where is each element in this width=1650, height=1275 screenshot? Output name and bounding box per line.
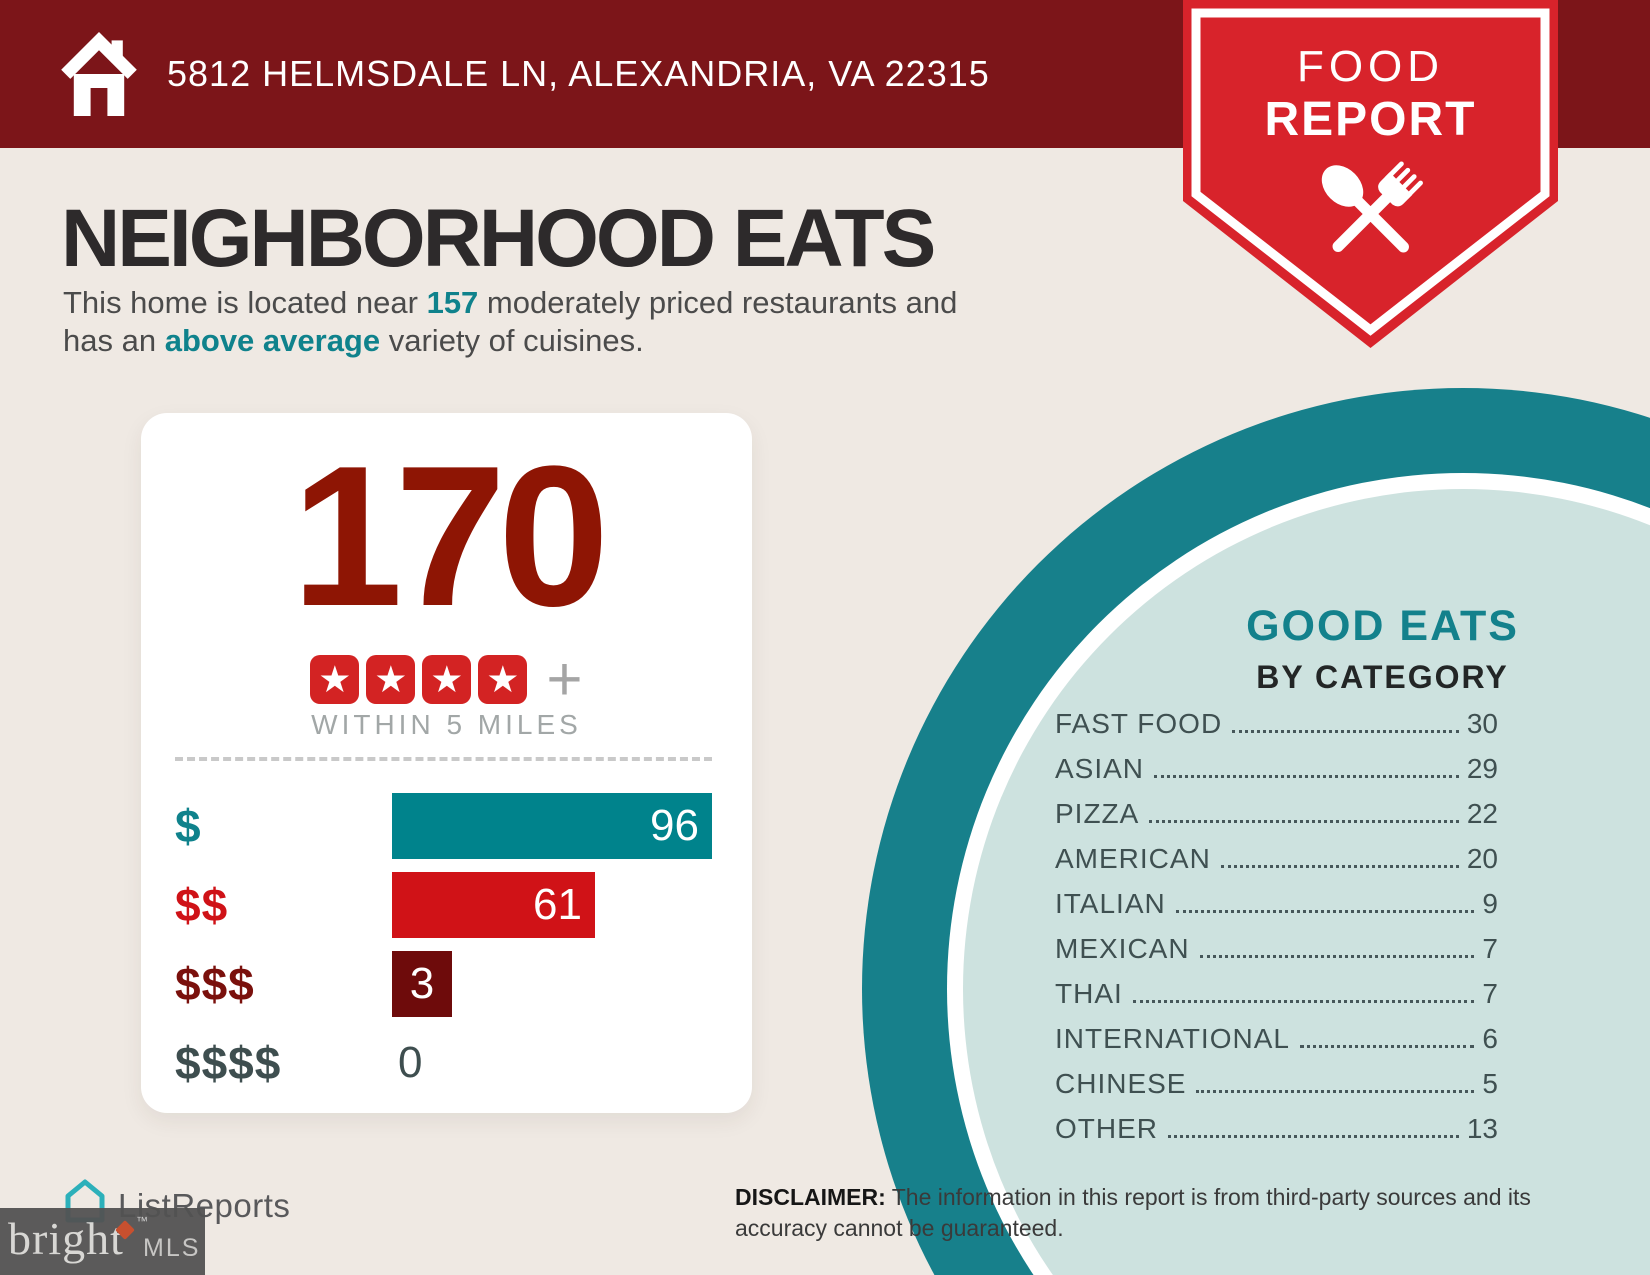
- price-bar-value: 61: [533, 880, 582, 929]
- dotted-leader: [1175, 910, 1475, 913]
- badge-title-report: REPORT: [1264, 93, 1477, 146]
- dashed-divider: [175, 757, 712, 761]
- restaurant-count: 157: [426, 285, 479, 320]
- page-title: NEIGHBORHOOD EATS: [61, 193, 936, 284]
- price-tier-label: $: [175, 800, 202, 852]
- dotted-leader: [1168, 1135, 1459, 1138]
- mls-wordmark: MLS: [143, 1234, 201, 1262]
- category-row: INTERNATIONAL 6: [1055, 1023, 1498, 1068]
- star-icon: ★: [366, 654, 416, 704]
- star-icon: ★: [422, 654, 472, 704]
- category-label: ITALIAN: [1055, 888, 1166, 919]
- category-value: 7: [1482, 933, 1498, 964]
- badge-title-food: FOOD: [1296, 42, 1445, 91]
- dotted-leader: [1299, 1045, 1475, 1048]
- variety-rating: above average: [164, 323, 381, 358]
- home-icon: [61, 32, 137, 116]
- category-label: INTERNATIONAL: [1055, 1023, 1290, 1054]
- dotted-leader: [1232, 730, 1459, 733]
- category-value: 7: [1482, 978, 1498, 1009]
- plus-icon: +: [546, 644, 583, 714]
- bright-wordmark: bright: [8, 1213, 124, 1264]
- bright-mls-watermark: bright ™ MLS: [0, 1208, 205, 1275]
- category-label: PIZZA: [1055, 798, 1140, 829]
- price-bar-value: 3: [409, 959, 435, 1008]
- price-tier-label: $$$$: [175, 1037, 282, 1089]
- good-eats-header: GOOD EATS BY CATEGORY: [1125, 602, 1640, 696]
- dotted-leader: [1132, 1000, 1475, 1003]
- category-label: MEXICAN: [1055, 933, 1190, 964]
- category-value: 5: [1482, 1068, 1498, 1099]
- stats-card: 170 ★ ★ ★ ★ + WITHIN 5 MILES $ 96 $$ 61 $$$: [141, 413, 752, 1113]
- price-bar: 3: [392, 951, 452, 1017]
- price-bar-value: 0: [398, 1038, 423, 1087]
- category-list: FAST FOOD 30 ASIAN 29 PIZZA 22 AMERICAN …: [1055, 708, 1498, 1158]
- dotted-leader: [1154, 775, 1459, 778]
- total-restaurants: 170: [291, 425, 610, 648]
- category-row: FAST FOOD 30: [1055, 708, 1498, 753]
- category-label: ASIAN: [1055, 753, 1145, 784]
- category-value: 20: [1466, 843, 1498, 874]
- ribbon-shape: [1183, 0, 1558, 348]
- category-row: ITALIAN 9: [1055, 888, 1498, 933]
- price-row: $$ 61: [175, 872, 712, 938]
- price-tier-chart: $ 96 $$ 61 $$$ 3 $$$$ 0: [175, 793, 712, 1109]
- category-value: 9: [1482, 888, 1498, 919]
- disclaimer: DISCLAIMER: The information in this repo…: [735, 1182, 1595, 1244]
- property-address: 5812 HELMSDALE LN, ALEXANDRIA, VA 22315: [167, 53, 990, 94]
- category-row: CHINESE 5: [1055, 1068, 1498, 1113]
- category-row: OTHER 13: [1055, 1113, 1498, 1158]
- category-row: PIZZA 22: [1055, 798, 1498, 843]
- category-row: ASIAN 29: [1055, 753, 1498, 798]
- price-bar: 61: [392, 872, 595, 938]
- radius-label: WITHIN 5 MILES: [311, 709, 582, 740]
- price-row: $$$$ 0: [175, 1030, 712, 1096]
- good-eats-subtitle: BY CATEGORY: [1256, 659, 1509, 695]
- dotted-leader: [1149, 820, 1459, 823]
- subtitle-text: variety of cuisines.: [380, 323, 644, 358]
- price-row: $ 96: [175, 793, 712, 859]
- category-row: THAI 7: [1055, 978, 1498, 1023]
- category-value: 30: [1466, 708, 1498, 739]
- category-value: 6: [1482, 1023, 1498, 1054]
- star-icon: ★: [478, 654, 528, 704]
- disclaimer-text-line2: accuracy cannot be guaranteed.: [735, 1215, 1064, 1241]
- category-value: 13: [1466, 1113, 1498, 1144]
- star-rating-tiles: ★ ★ ★ ★: [310, 654, 528, 704]
- good-eats-title: GOOD EATS: [1246, 602, 1519, 650]
- food-report-badge: FOOD REPORT: [1183, 0, 1558, 352]
- category-row: MEXICAN 7: [1055, 933, 1498, 978]
- category-label: CHINESE: [1055, 1068, 1187, 1099]
- dotted-leader: [1220, 865, 1459, 868]
- disclaimer-text-line1: The information in this report is from t…: [885, 1184, 1531, 1210]
- price-tier-label: $$: [175, 879, 229, 931]
- price-row: $$$ 3: [175, 951, 712, 1017]
- price-bar-value: 96: [650, 801, 699, 850]
- price-bar: 0: [392, 1030, 422, 1096]
- subtitle-text: moderately priced restaurants and: [478, 285, 958, 320]
- disclaimer-label: DISCLAIMER:: [735, 1184, 886, 1210]
- trademark-symbol: ™: [136, 1214, 148, 1228]
- dotted-leader: [1196, 1090, 1475, 1093]
- subtitle-text: This home is located near: [63, 285, 427, 320]
- star-icon: ★: [310, 654, 360, 704]
- category-value: 22: [1466, 798, 1498, 829]
- category-label: AMERICAN: [1055, 843, 1211, 874]
- category-value: 29: [1466, 753, 1498, 784]
- star-rating: ★ ★ ★ ★ +: [141, 644, 752, 714]
- spoon-fork-icon: [1321, 161, 1423, 253]
- price-tier-label: $$$: [175, 958, 255, 1010]
- category-label: FAST FOOD: [1055, 708, 1223, 739]
- category-label: THAI: [1055, 978, 1123, 1009]
- category-label: OTHER: [1055, 1113, 1158, 1144]
- subtitle-text: has an: [63, 323, 165, 358]
- page-subtitle: This home is located near 157 moderately…: [63, 284, 1123, 360]
- category-row: AMERICAN 20: [1055, 843, 1498, 888]
- price-bar: 96: [392, 793, 712, 859]
- dotted-leader: [1199, 955, 1475, 958]
